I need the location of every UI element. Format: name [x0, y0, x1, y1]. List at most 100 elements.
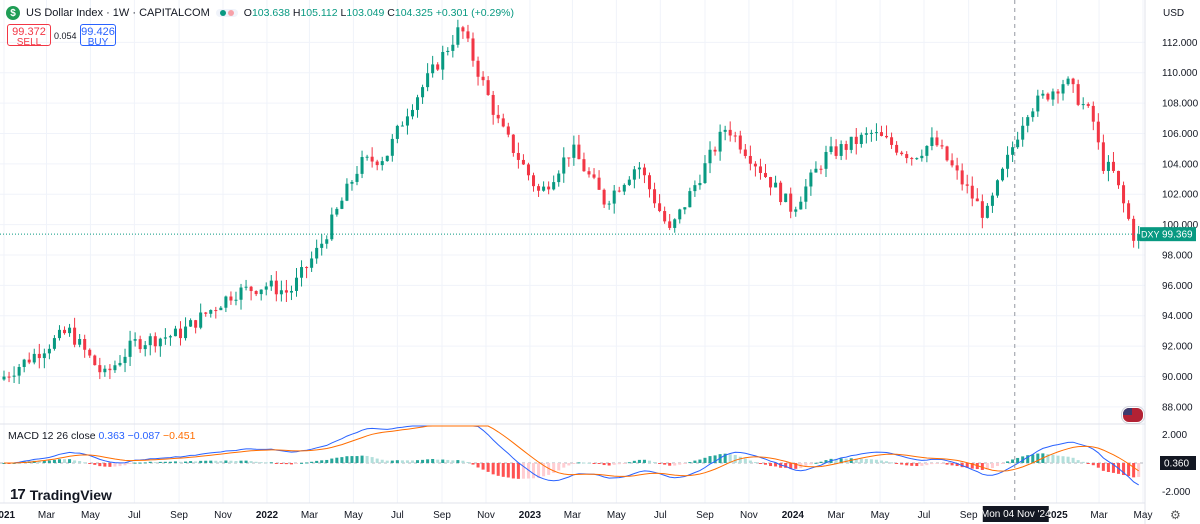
macd-histogram-bar — [103, 463, 107, 467]
candle-body — [365, 156, 369, 158]
candle-body — [93, 355, 97, 366]
macd-histogram-bar — [83, 462, 87, 464]
candle-body — [693, 185, 697, 192]
candle-body — [239, 287, 243, 300]
buy-button[interactable]: 99.426 BUY — [80, 24, 116, 48]
macd-histogram-bar — [557, 463, 561, 471]
macd-histogram-bar — [854, 458, 858, 463]
candle-body — [27, 359, 31, 363]
candle-body — [471, 38, 475, 61]
price-tick: 108.000 — [1162, 99, 1199, 110]
time-tick: Nov — [214, 510, 232, 521]
symbol-badge-bg — [1140, 227, 1160, 242]
candle-body — [779, 182, 783, 203]
candle-body — [305, 267, 309, 269]
candle-body — [920, 155, 924, 159]
macd-histogram-bar — [365, 455, 369, 463]
macd-histogram-bar — [804, 463, 808, 467]
candle-body — [980, 201, 984, 218]
candle-body — [809, 172, 813, 187]
candle-body — [516, 152, 520, 160]
macd-histogram-bar — [753, 462, 757, 464]
candle-body — [421, 87, 425, 98]
candle-body — [37, 353, 41, 359]
macd-histogram-bar — [421, 459, 425, 463]
macd-histogram-bar — [552, 463, 556, 473]
candle-body — [370, 156, 374, 162]
time-tick: Mar — [1090, 510, 1108, 521]
symbol-title[interactable]: US Dollar Index · 1W · CAPITALCOM — [26, 7, 210, 19]
candle-body — [718, 131, 722, 152]
candle-body — [1036, 95, 1040, 112]
hist-value: −0.451 — [163, 430, 196, 442]
candle-body — [602, 189, 606, 205]
candle-body — [612, 190, 616, 204]
candle-body — [1101, 142, 1105, 171]
candle-body — [542, 186, 546, 191]
price-tick: 104.000 — [1162, 159, 1199, 170]
candle-body — [511, 134, 515, 153]
macd-histogram-bar — [93, 463, 97, 465]
macd-histogram-bar — [410, 460, 414, 463]
macd-histogram-bar — [1122, 463, 1126, 476]
macd-histogram-bar — [78, 461, 82, 463]
candle-body — [950, 160, 954, 166]
us-flag-icon[interactable] — [1122, 407, 1144, 423]
currency-label[interactable]: USD — [1163, 8, 1185, 19]
status-pill[interactable] — [215, 9, 238, 17]
macd-histogram-bar — [1081, 461, 1085, 463]
macd-histogram-bar — [607, 463, 611, 466]
candle-body — [1116, 170, 1121, 186]
sell-price: 99.372 — [12, 26, 46, 38]
time-tick: Nov — [740, 510, 758, 521]
candle-body — [859, 134, 863, 145]
macd-badge-bg — [1160, 456, 1196, 470]
time-tick: Mar — [564, 510, 582, 521]
price-tick: 92.000 — [1162, 342, 1193, 353]
macd-histogram-bar — [57, 459, 61, 463]
candle-body — [688, 191, 692, 208]
macd-histogram-bar — [431, 458, 435, 463]
macd-histogram-bar — [360, 455, 364, 463]
candle-body — [577, 144, 581, 160]
candle-body — [839, 144, 843, 156]
macd-histogram-bar — [668, 463, 672, 466]
time-tick: Mar — [827, 510, 845, 521]
candle-body — [426, 73, 430, 88]
macd-histogram-bar — [52, 459, 56, 463]
candle-body — [47, 348, 51, 354]
macd-histogram-bar — [1001, 463, 1005, 464]
macd-histogram-bar — [173, 461, 177, 463]
macd-histogram-bar — [970, 463, 974, 469]
candle-body — [73, 327, 77, 345]
candle-body — [769, 177, 773, 188]
candle-body — [168, 336, 172, 338]
candle-body — [552, 182, 556, 190]
candle-body — [965, 184, 969, 186]
time-tick: May — [871, 510, 890, 521]
time-tick: 2023 — [519, 510, 542, 521]
time-tick: Nov — [477, 510, 495, 521]
gear-icon[interactable]: ⚙ — [1170, 508, 1181, 522]
candle-body — [733, 135, 737, 137]
sell-button[interactable]: 99.372 SELL — [7, 24, 51, 48]
candle-body — [1016, 139, 1020, 148]
macd-histogram-bar — [950, 463, 954, 466]
time-tick: May — [1134, 510, 1153, 521]
macd-histogram-bar — [496, 463, 500, 476]
macd-histogram-bar — [204, 460, 208, 463]
candle-body — [532, 175, 536, 187]
macd-histogram-bar — [476, 463, 480, 468]
candle-body — [325, 239, 329, 244]
macd-histogram-bar — [118, 463, 122, 467]
macd-histogram-bar — [219, 460, 223, 463]
candle-body — [673, 219, 677, 228]
macd-histogram-bar — [819, 461, 823, 463]
candle-body — [597, 177, 601, 190]
candle-body — [17, 366, 21, 376]
candle-body — [587, 171, 591, 175]
macd-histogram-bar — [451, 460, 455, 463]
macd-histogram-bar — [723, 453, 727, 463]
candle-body — [431, 64, 435, 74]
